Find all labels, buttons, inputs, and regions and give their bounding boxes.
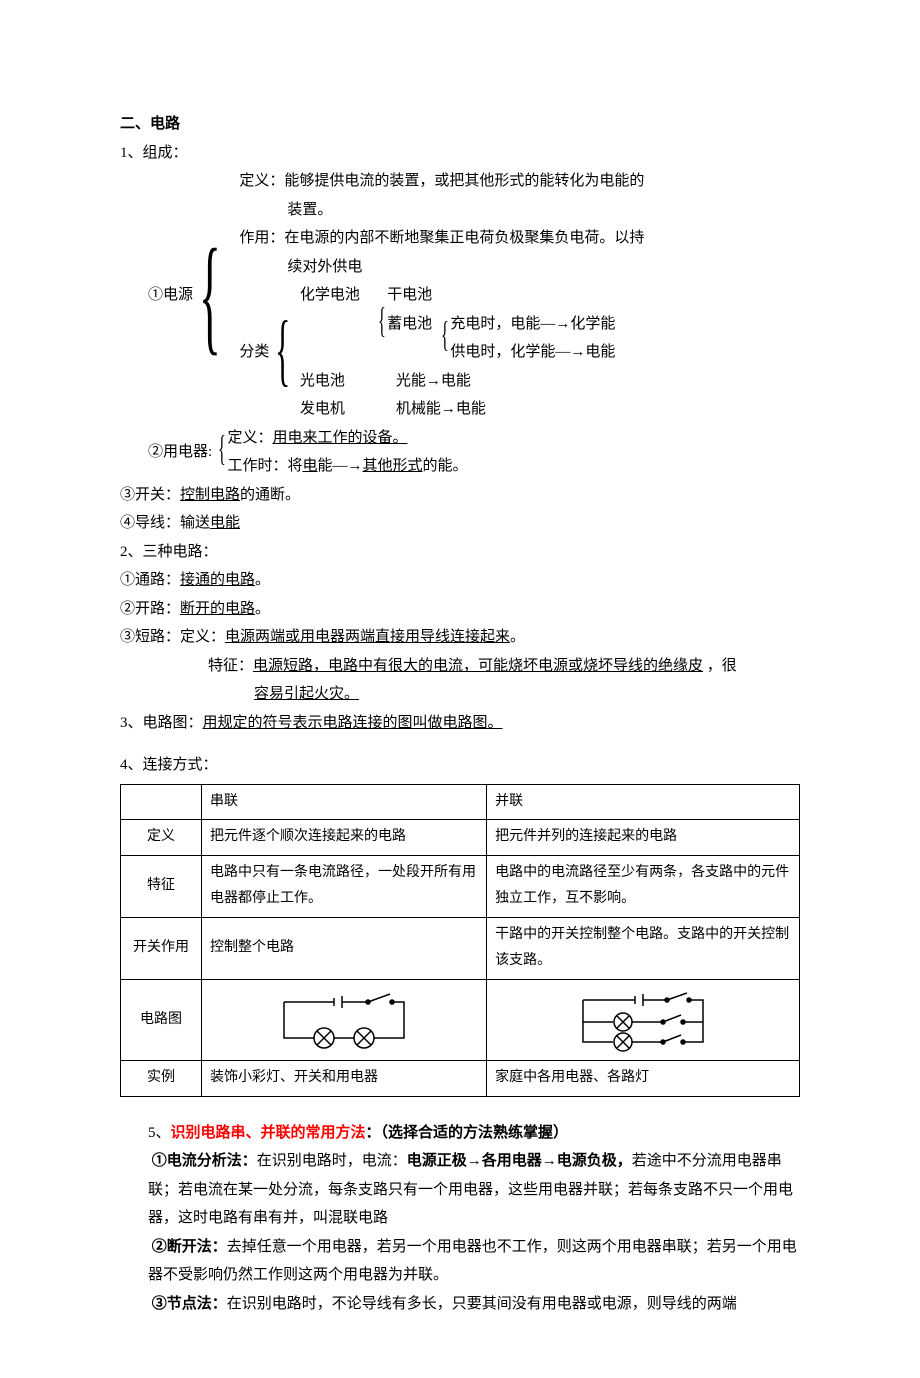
appliance-work: 工作时：将电能—→其他形式的能。 <box>227 452 800 481</box>
s5-m2: ②断开法：去掉任意一个用电器，若另一个用电器也不工作，则这两个用电器串联；若另一… <box>148 1233 800 1290</box>
appliance-label: ②用电器: <box>148 438 218 467</box>
s2-short-feat1: 特征：电源短路，电路中有很大的电流，可能烧坏电源或烧坏导线的绝缘皮 ，很 <box>208 652 800 681</box>
brace-icon: { <box>218 433 226 464</box>
ex-series: 装饰小彩灯、开关和用电器 <box>202 1061 487 1097</box>
photo-cell-label: 光电池 <box>300 367 378 396</box>
s5-m3: ③节点法：在识别电路时，不论导线有多长，只要其间没有用电器或电源，则导线的两端 <box>148 1290 800 1319</box>
sw-parallel: 干路中的开关控制整个电路。支路中的开关控制该支路。 <box>487 917 800 979</box>
s5-m1: ①电流分析法：在识别电路时，电流：电源正极→各用电器→电源负极，若途中不分流用电… <box>148 1147 800 1233</box>
table-row: 特征 电路中只有一条电流路径，一处段开所有用电器都停止工作。 电路中的电流路径至… <box>121 855 800 917</box>
col-parallel: 并联 <box>487 784 800 820</box>
parallel-circuit-icon <box>563 988 723 1052</box>
ex-parallel: 家庭中各用电器、各路灯 <box>487 1061 800 1097</box>
classify-label: 分类 <box>239 338 275 367</box>
s2-short-feat2: 容易引起火灾。 <box>254 680 800 709</box>
table-row: 串联 并联 <box>121 784 800 820</box>
row-diagram: 电路图 <box>121 980 202 1061</box>
photo-cell-r: 光能→电能 <box>396 367 471 396</box>
s5-head: 5、识别电路串、并联的常用方法：（选择合适的方法熟练掌握） <box>148 1119 800 1148</box>
appliance-def: 定义：用电来工作的设备。 <box>227 424 800 453</box>
table-row: 开关作用 控制整个电路 干路中的开关控制整个电路。支路中的开关控制该支路。 <box>121 917 800 979</box>
s4-head: 4、连接方式： <box>120 751 800 780</box>
sw-series: 控制整个电路 <box>202 917 487 979</box>
brace-icon: { <box>441 319 449 350</box>
series-circuit-icon <box>264 988 424 1052</box>
charge-line: 充电时，电能—→化学能 <box>450 310 800 339</box>
brace-icon: { <box>199 243 221 347</box>
row-example: 实例 <box>121 1061 202 1097</box>
col-series: 串联 <box>202 784 487 820</box>
section-5: 5、识别电路串、并联的常用方法：（选择合适的方法熟练掌握） ①电流分析法：在识别… <box>148 1119 800 1319</box>
generator-r: 机械能→电能 <box>396 395 486 424</box>
feat-series: 电路中只有一条电流路径，一处段开所有用电器都停止工作。 <box>202 855 487 917</box>
table-corner <box>121 784 202 820</box>
brace-icon: { <box>275 318 290 382</box>
row-switch: 开关作用 <box>121 917 202 979</box>
connection-table: 串联 并联 定义 把元件逐个顺次连接起来的电路 把元件并列的连接起来的电路 特征… <box>120 784 800 1097</box>
def-parallel: 把元件并列的连接起来的电路 <box>487 820 800 856</box>
feat-parallel: 电路中的电流路径至少有两条，各支路中的元件独立工作，互不影响。 <box>487 855 800 917</box>
wire-line: ④导线：输送电能 <box>120 509 800 538</box>
table-row: 定义 把元件逐个顺次连接起来的电路 把元件并列的连接起来的电路 <box>121 820 800 856</box>
dry-cell: 干电池 <box>387 281 800 310</box>
source-def-l2: 装置。 <box>239 196 800 225</box>
source-def-l1: 定义：能够提供电流的装置，或把其他形式的能转化为电能的 <box>239 167 800 196</box>
diagram-series <box>202 980 487 1061</box>
storage-cell: 蓄电池 <box>387 310 441 339</box>
chem-cell-label: 化学电池 <box>300 281 378 310</box>
source-act-l1: 作用：在电源的内部不断地聚集正电荷负极聚集负电荷。以持 <box>239 224 800 253</box>
switch-line: ③开关：控制电路的通断。 <box>120 481 800 510</box>
table-row: 电路图 <box>121 980 800 1061</box>
heading-section-2: 二、电路 <box>120 110 800 139</box>
def-series: 把元件逐个顺次连接起来的电路 <box>202 820 487 856</box>
row-feat: 特征 <box>121 855 202 917</box>
brace-icon: { <box>378 305 386 336</box>
supply-line: 供电时，化学能—→电能 <box>450 338 800 367</box>
table-row: 实例 装饰小彩灯、开关和用电器 家庭中各用电器、各路灯 <box>121 1061 800 1097</box>
s2-short-def: ③短路：定义：电源两端或用电器两端直接用导线连接起来。 <box>120 623 800 652</box>
s3-line: 3、电路图：用规定的符号表示电路连接的图叫做电路图。 <box>120 709 800 738</box>
s1-head: 1、组成： <box>120 139 800 168</box>
s2-off: ②开路：断开的电路。 <box>120 595 800 624</box>
generator-label: 发电机 <box>300 395 378 424</box>
s2-on: ①通路：接通的电路。 <box>120 566 800 595</box>
source-act-l2: 续对外供电 <box>239 253 800 282</box>
source-tree: ①电源 { 定义：能够提供电流的装置，或把其他形式的能转化为电能的 装置。 作用… <box>148 167 800 424</box>
s2-head: 2、三种电路： <box>120 538 800 567</box>
row-def: 定义 <box>121 820 202 856</box>
appliance-block: ②用电器: { 定义：用电来工作的设备。 工作时：将电能—→其他形式的能。 <box>148 424 800 481</box>
diagram-parallel <box>487 980 800 1061</box>
document-page: 二、电路 1、组成： ①电源 { 定义：能够提供电流的装置，或把其他形式的能转化… <box>0 0 920 1378</box>
source-label: ①电源 <box>148 281 199 310</box>
